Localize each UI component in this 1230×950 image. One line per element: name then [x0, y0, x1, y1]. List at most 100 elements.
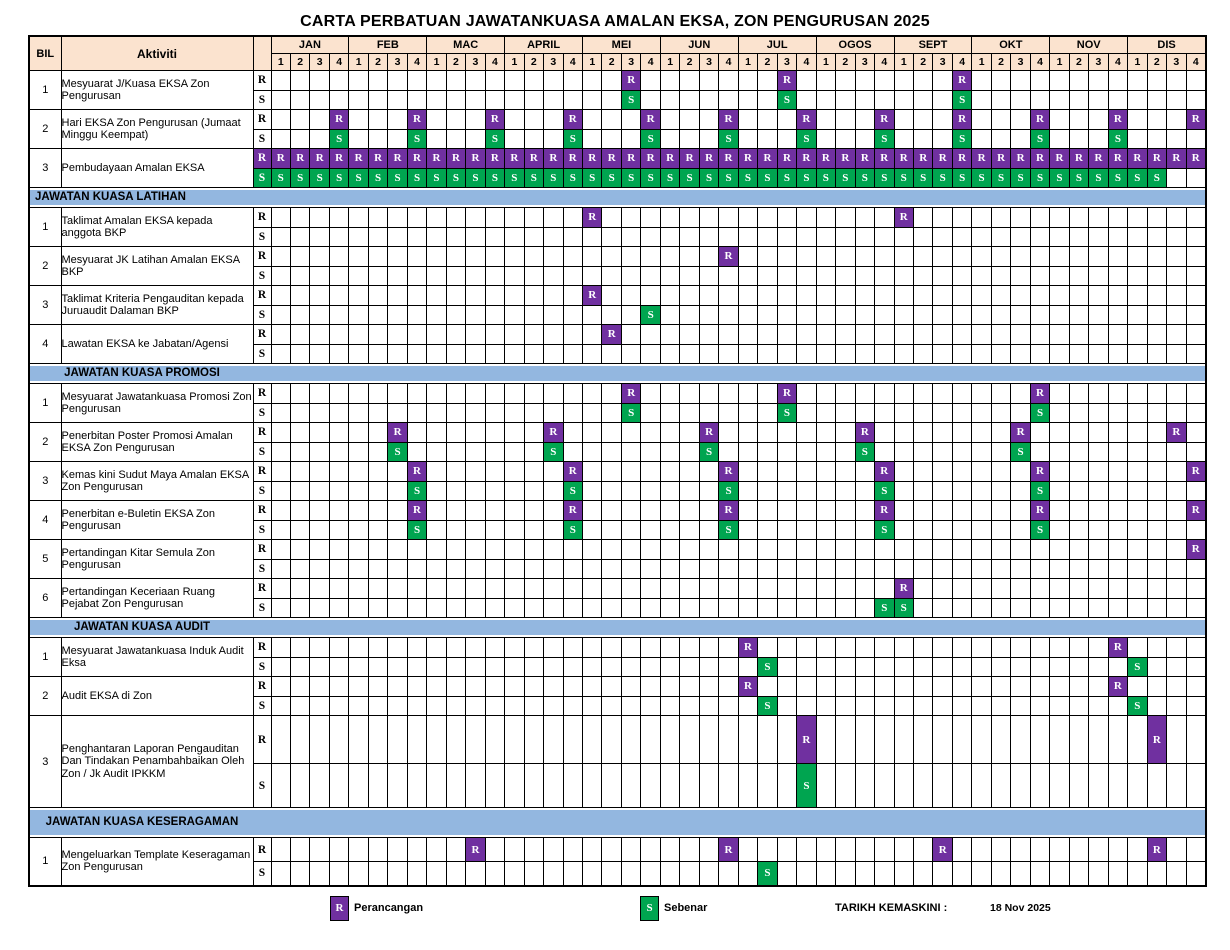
empty-week-cell: [951, 539, 973, 560]
empty-week-cell: [1107, 324, 1129, 345]
empty-week-cell: [990, 539, 1012, 560]
rs-row-label: S: [252, 167, 272, 188]
empty-week-cell: [406, 715, 428, 764]
empty-week-cell: [1107, 89, 1129, 110]
marker-s: S: [757, 695, 778, 716]
empty-week-cell: [601, 383, 622, 404]
empty-week-cell: [1107, 837, 1129, 862]
empty-week-cell: [1146, 480, 1168, 501]
empty-week-cell: [426, 402, 447, 423]
empty-week-cell: [737, 70, 759, 91]
empty-week-cell: [1185, 70, 1207, 91]
empty-week-cell: [484, 226, 506, 247]
empty-week-cell: [757, 402, 778, 423]
empty-week-cell: [912, 480, 934, 501]
empty-week-cell: [679, 265, 700, 286]
empty-week-cell: [1010, 402, 1031, 423]
empty-week-cell: [815, 676, 837, 697]
empty-week-cell: [328, 597, 350, 618]
empty-week-cell: [679, 246, 700, 267]
empty-week-cell: [387, 383, 408, 404]
empty-week-cell: [543, 637, 564, 658]
activity-label: Pertandingan Kitar Semula Zon Pengurusan: [60, 539, 254, 579]
empty-week-cell: [757, 837, 778, 862]
empty-week-cell: [971, 207, 992, 228]
empty-week-cell: [659, 695, 681, 716]
marker-r: R: [718, 109, 739, 130]
empty-week-cell: [484, 539, 506, 560]
marker-s: S: [679, 167, 700, 188]
empty-week-cell: [1068, 226, 1090, 247]
empty-week-cell: [912, 597, 934, 618]
empty-week-cell: [815, 597, 837, 618]
empty-week-cell: [679, 109, 700, 130]
empty-week-cell: [932, 207, 953, 228]
marker-s: S: [874, 597, 895, 618]
empty-week-cell: [270, 637, 291, 658]
empty-week-cell: [620, 422, 642, 443]
empty-week-cell: [270, 89, 291, 110]
empty-week-cell: [1185, 383, 1207, 404]
empty-week-cell: [1166, 715, 1187, 764]
empty-week-cell: [1029, 304, 1051, 325]
empty-week-cell: [309, 304, 330, 325]
empty-week-cell: [406, 70, 428, 91]
empty-week-cell: [1068, 500, 1090, 521]
marker-r: R: [1107, 637, 1129, 658]
marker-r: R: [484, 109, 506, 130]
empty-week-cell: [1166, 837, 1187, 862]
empty-week-cell: [932, 128, 953, 149]
empty-week-cell: [776, 656, 798, 677]
empty-week-cell: [990, 676, 1012, 697]
marker-r: R: [406, 500, 428, 521]
empty-week-cell: [581, 89, 603, 110]
empty-week-cell: [1127, 324, 1148, 345]
empty-week-cell: [289, 695, 311, 716]
marker-s: S: [776, 167, 798, 188]
empty-week-cell: [737, 861, 759, 886]
empty-week-cell: [309, 70, 330, 91]
empty-week-cell: [1088, 519, 1109, 540]
empty-week-cell: [912, 89, 934, 110]
empty-week-cell: [504, 676, 525, 697]
empty-week-cell: [445, 383, 467, 404]
marker-r: R: [737, 676, 759, 697]
marker-s: S: [951, 167, 973, 188]
marker-s: S: [796, 167, 817, 188]
empty-week-cell: [1127, 597, 1148, 618]
empty-week-cell: [406, 695, 428, 716]
empty-week-cell: [659, 207, 681, 228]
activity-label: Mesyuarat JK Latihan Amalan EKSA BKP: [60, 246, 254, 286]
rs-row-label: R: [252, 285, 272, 306]
marker-r: R: [718, 500, 739, 521]
empty-week-cell: [348, 441, 369, 462]
week-number-header: 1: [581, 53, 603, 71]
empty-week-cell: [640, 539, 661, 560]
empty-week-cell: [776, 246, 798, 267]
empty-week-cell: [348, 519, 369, 540]
empty-week-cell: [737, 207, 759, 228]
empty-week-cell: [367, 207, 389, 228]
empty-week-cell: [776, 480, 798, 501]
empty-week-cell: [445, 558, 467, 579]
empty-week-cell: [1049, 558, 1070, 579]
empty-week-cell: [484, 246, 506, 267]
week-number-header: 3: [620, 53, 642, 71]
empty-week-cell: [484, 656, 506, 677]
legend-perancangan-swatch: R: [330, 895, 349, 921]
empty-week-cell: [874, 763, 895, 808]
empty-week-cell: [426, 558, 447, 579]
rs-row-label: R: [252, 109, 272, 130]
empty-week-cell: [562, 265, 584, 286]
empty-week-cell: [523, 109, 545, 130]
empty-week-cell: [1185, 656, 1207, 677]
empty-week-cell: [1107, 70, 1129, 91]
empty-week-cell: [504, 383, 525, 404]
legend-sebenar-swatch: S: [640, 895, 659, 921]
empty-week-cell: [796, 246, 817, 267]
empty-week-cell: [484, 461, 506, 482]
empty-week-cell: [815, 480, 837, 501]
empty-week-cell: [1107, 383, 1129, 404]
empty-week-cell: [718, 285, 739, 306]
